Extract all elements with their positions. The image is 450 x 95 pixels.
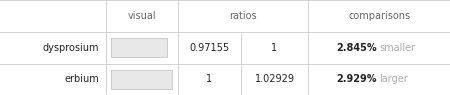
Bar xyxy=(111,70,172,89)
Text: 1: 1 xyxy=(271,43,278,53)
Bar xyxy=(111,38,167,57)
Text: 1.02929: 1.02929 xyxy=(255,74,294,84)
Text: visual: visual xyxy=(127,11,156,21)
Text: 2.929%: 2.929% xyxy=(337,74,377,84)
Text: ratios: ratios xyxy=(229,11,257,21)
Text: 1: 1 xyxy=(206,74,212,84)
Text: dysprosium: dysprosium xyxy=(42,43,99,53)
Text: 2.845%: 2.845% xyxy=(336,43,377,53)
Text: erbium: erbium xyxy=(64,74,99,84)
Text: larger: larger xyxy=(379,74,408,84)
Text: smaller: smaller xyxy=(379,43,415,53)
Text: 0.97155: 0.97155 xyxy=(189,43,230,53)
Text: comparisons: comparisons xyxy=(348,11,410,21)
